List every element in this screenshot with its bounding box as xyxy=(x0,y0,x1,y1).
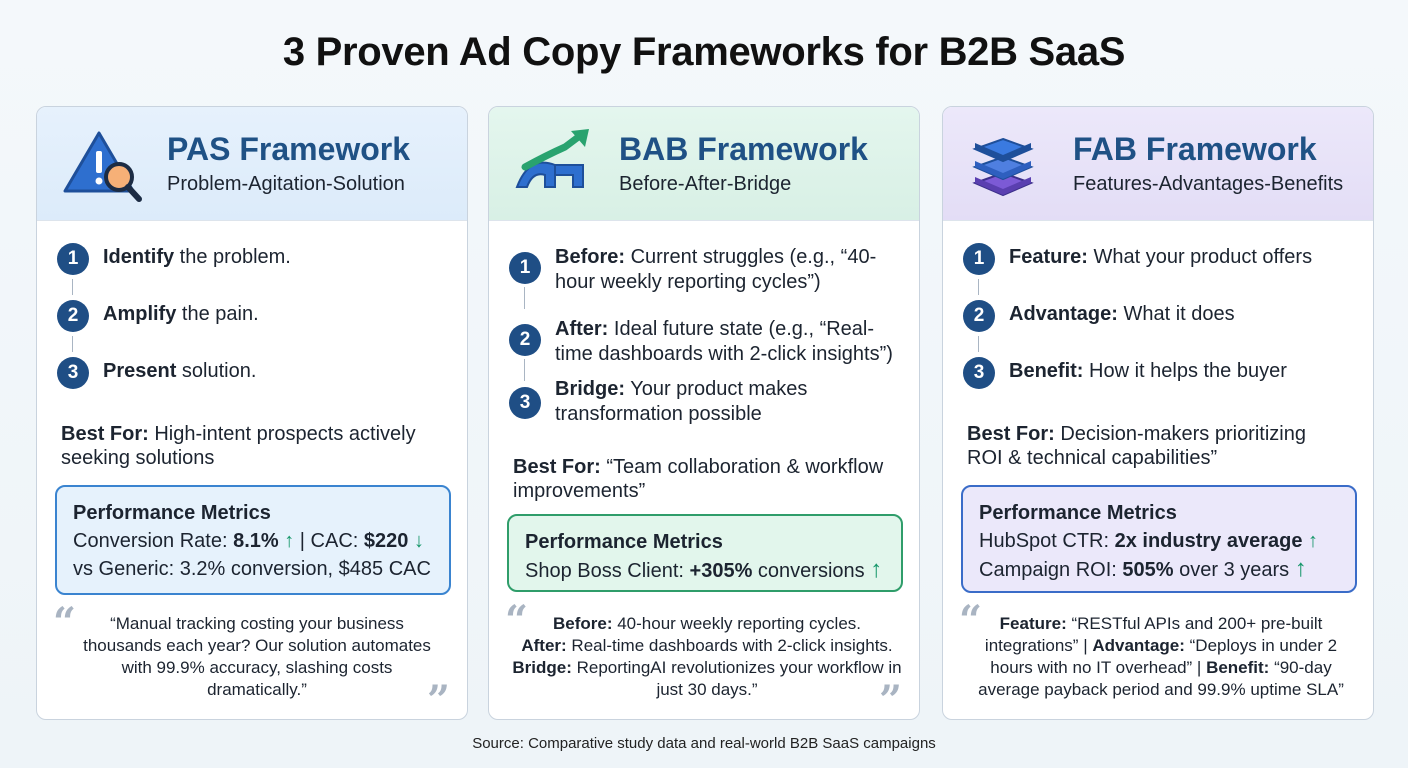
step-connector-arrow xyxy=(72,336,84,352)
step-text: Advantage: What it does xyxy=(1009,303,1235,325)
pas-card-header: PAS Framework Problem-Agitation-Solution xyxy=(37,107,467,221)
fab-best-for: Best For: Decision-makers prioritizing R… xyxy=(967,423,1306,469)
pas-example-quote: “Manual tracking costing your business t… xyxy=(83,614,431,699)
step-text: Before: Current struggles (e.g., “40-hou… xyxy=(555,246,877,293)
step-text: Amplify the pain. xyxy=(103,303,259,325)
bridge-arrow-icon xyxy=(515,129,589,188)
arrow-up-icon: ↑ xyxy=(1308,530,1319,552)
bab-step-3: 3 Bridge: Your product makes transformat… xyxy=(509,378,855,427)
step-connector-arrow xyxy=(72,279,84,295)
fab-card-header: FAB Framework Features-Advantages-Benefi… xyxy=(943,107,1373,221)
bab-title: BAB Framework xyxy=(619,131,868,167)
pas-step-3: 3 Present solution. xyxy=(57,357,256,389)
fab-card: FAB Framework Features-Advantages-Benefi… xyxy=(942,106,1374,720)
fab-title: FAB Framework xyxy=(1073,131,1317,167)
pas-title: PAS Framework xyxy=(167,131,411,167)
step-number: 2 xyxy=(57,300,89,332)
step-number: 2 xyxy=(963,300,995,332)
metric-line: vs Generic: 3.2% conversion, $485 CAC xyxy=(73,558,431,580)
close-quote-icon: ” xyxy=(427,677,451,720)
fab-metrics-box: Performance Metrics HubSpot CTR: 2x indu… xyxy=(961,485,1357,593)
source-note: Source: Comparative study data and real-… xyxy=(472,735,936,752)
metric-line: Campaign ROI: 505% over 3 years ↑ xyxy=(979,555,1307,582)
layers-stack-icon xyxy=(972,137,1034,197)
bab-example-quote: Before: 40-hour weekly reporting cycles.… xyxy=(512,614,902,699)
step-connector-arrow xyxy=(978,336,990,352)
step-text: Feature: What your product offers xyxy=(1009,246,1313,268)
bab-metrics-box: Performance Metrics Shop Boss Client: +3… xyxy=(507,514,903,592)
step-number: 1 xyxy=(963,243,995,275)
metrics-title: Performance Metrics xyxy=(979,502,1177,524)
bab-subtitle: Before-After-Bridge xyxy=(619,173,792,195)
metric-line: Conversion Rate: 8.1% ↑ | CAC: $220 ↓ xyxy=(73,530,424,552)
step-number: 1 xyxy=(57,243,89,275)
open-quote-icon: “ xyxy=(505,597,529,644)
arrow-up-icon: ↑ xyxy=(870,556,883,583)
step-number: 1 xyxy=(509,252,541,284)
bab-best-for: Best For: “Team collaboration & workflow… xyxy=(513,456,884,502)
fab-subtitle: Features-Advantages-Benefits xyxy=(1073,173,1344,195)
warning-magnifier-icon xyxy=(63,131,142,202)
metric-line: Shop Boss Client: +305% conversions ↑ xyxy=(525,556,883,583)
open-quote-icon: “ xyxy=(959,597,983,644)
fab-step-3: 3 Benefit: How it helps the buyer xyxy=(963,357,1287,389)
step-connector-arrow xyxy=(978,279,990,295)
arrow-up-icon: ↑ xyxy=(284,530,295,552)
pas-step-2: 2 Amplify the pain. xyxy=(57,300,259,332)
metric-line: HubSpot CTR: 2x industry average ↑ xyxy=(979,530,1319,552)
pas-metrics-box: Performance Metrics Conversion Rate: 8.1… xyxy=(55,485,451,595)
step-number: 3 xyxy=(509,387,541,419)
arrow-up-icon: ↑ xyxy=(1294,555,1307,582)
step-connector-arrow xyxy=(524,359,536,381)
arrow-down-icon: ↓ xyxy=(413,530,424,552)
step-text: Bridge: Your product makes transformatio… xyxy=(555,378,808,425)
bab-card-header: BAB Framework Before-After-Bridge xyxy=(489,107,919,221)
step-number: 3 xyxy=(963,357,995,389)
metrics-title: Performance Metrics xyxy=(525,531,723,553)
close-quote-icon: ” xyxy=(879,677,903,720)
step-text: After: Ideal future state (e.g., “Real-t… xyxy=(555,318,893,365)
metrics-title: Performance Metrics xyxy=(73,502,271,524)
fab-example-quote: Feature: “RESTful APIs and 200+ pre-buil… xyxy=(978,614,1344,699)
page-title: 3 Proven Ad Copy Frameworks for B2B SaaS xyxy=(282,30,1126,74)
bab-step-1: 1 Before: Current struggles (e.g., “40-h… xyxy=(509,243,895,295)
step-text: Present solution. xyxy=(103,360,257,382)
pas-best-for: Best For: High-intent prospects actively… xyxy=(61,423,416,469)
step-number: 3 xyxy=(57,357,89,389)
open-quote-icon: “ xyxy=(53,599,77,646)
fab-step-2: 2 Advantage: What it does xyxy=(963,300,1235,332)
pas-card: PAS Framework Problem-Agitation-Solution… xyxy=(36,106,468,720)
bab-step-2: 2 After: Ideal future state (e.g., “Real… xyxy=(509,315,900,367)
step-text: Identify the problem. xyxy=(103,246,291,268)
pas-step-1: 1 Identify the problem. xyxy=(57,243,291,275)
step-text: Benefit: How it helps the buyer xyxy=(1009,360,1287,382)
step-connector-arrow xyxy=(524,287,536,309)
fab-step-1: 1 Feature: What your product offers xyxy=(963,243,1312,275)
bab-card: BAB Framework Before-After-Bridge 1 Befo… xyxy=(488,106,920,720)
pas-subtitle: Problem-Agitation-Solution xyxy=(167,173,405,195)
step-number: 2 xyxy=(509,324,541,356)
